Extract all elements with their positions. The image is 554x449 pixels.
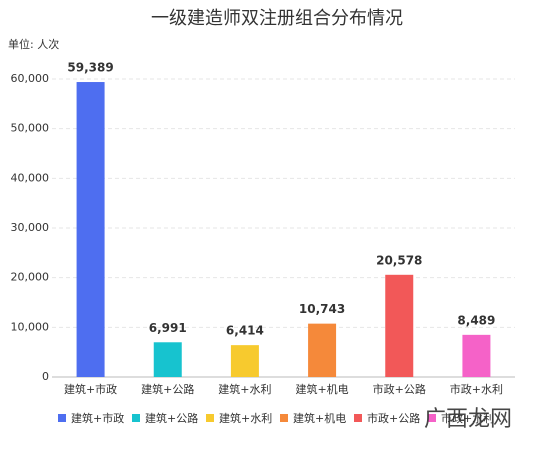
legend-swatch xyxy=(354,414,362,422)
bar xyxy=(76,82,105,377)
y-tick-label: 10,000 xyxy=(11,320,50,333)
y-tick-label: 60,000 xyxy=(11,72,50,85)
chart-title: 一级建造师双注册组合分布情况 xyxy=(151,8,403,29)
bar xyxy=(385,274,414,377)
legend-swatch xyxy=(206,414,214,422)
bar xyxy=(308,323,337,377)
value-label: 20,578 xyxy=(376,253,422,267)
x-tick-label: 市政+水利 xyxy=(450,382,503,396)
legend-swatch xyxy=(280,414,288,422)
x-tick-label: 建筑+水利 xyxy=(218,382,271,396)
x-tick-label: 建筑+公路 xyxy=(141,382,194,396)
x-tick-label: 建筑+机电 xyxy=(295,382,348,396)
watermark: 广西龙网 xyxy=(424,407,512,432)
legend-label: 建筑+市政 xyxy=(71,411,124,425)
value-label: 59,389 xyxy=(67,61,113,75)
y-tick-label: 40,000 xyxy=(11,171,50,184)
bar xyxy=(230,345,259,377)
unit-label: 单位: 人次 xyxy=(8,37,59,51)
legend-swatch xyxy=(58,414,66,422)
bar xyxy=(153,342,182,377)
value-label: 6,991 xyxy=(149,321,187,335)
value-label: 6,414 xyxy=(226,324,264,338)
y-tick-label: 0 xyxy=(42,370,49,383)
legend-label: 建筑+公路 xyxy=(145,411,198,425)
x-tick-label: 市政+公路 xyxy=(373,382,426,396)
legend-label: 建筑+机电 xyxy=(293,411,346,425)
legend-label: 建筑+水利 xyxy=(219,411,272,425)
x-tick-label: 建筑+市政 xyxy=(64,382,117,396)
legend-swatch xyxy=(428,414,436,422)
value-label: 10,743 xyxy=(299,302,345,316)
y-tick-label: 20,000 xyxy=(11,271,50,284)
legend-label: 市政+水利 xyxy=(441,411,494,425)
legend-label: 市政+公路 xyxy=(367,411,420,425)
legend-swatch xyxy=(132,414,140,422)
y-tick-label: 50,000 xyxy=(11,122,50,135)
value-label: 8,489 xyxy=(457,313,495,327)
bar xyxy=(462,334,491,377)
y-tick-label: 30,000 xyxy=(11,221,50,234)
